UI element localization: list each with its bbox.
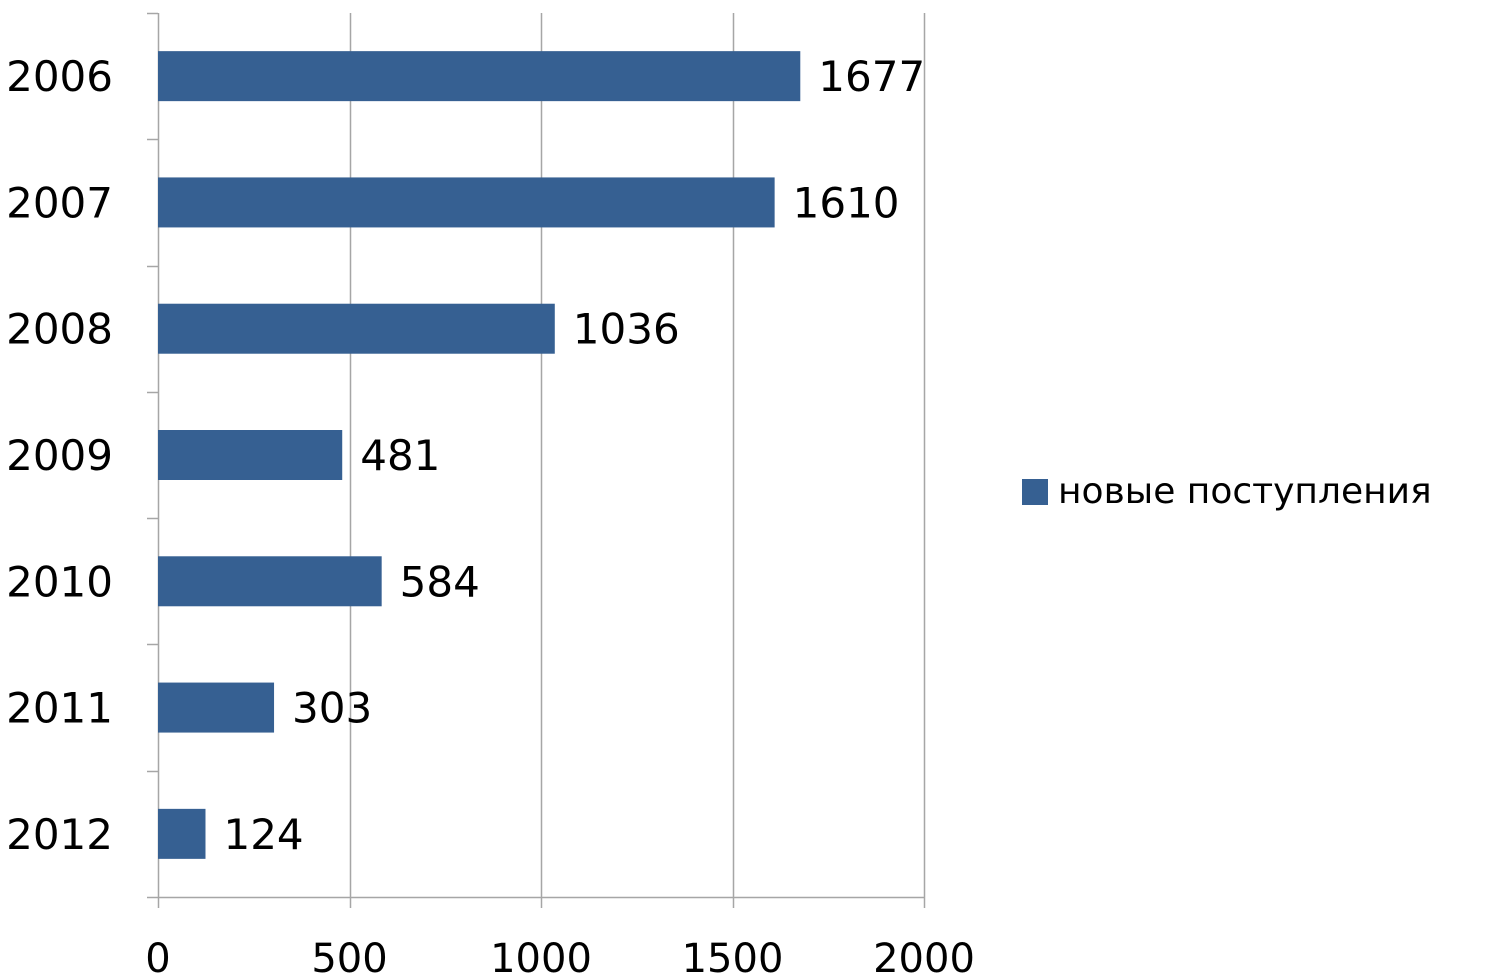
- bar-2007: [158, 177, 775, 228]
- category-label-2006: 2006: [6, 52, 113, 101]
- legend-label: новые поступления: [1058, 471, 1432, 512]
- bar-2012: [158, 808, 206, 859]
- gridlines: [349, 13, 926, 897]
- x-tick-label: 2000: [873, 936, 975, 977]
- data-label-2009: 481: [360, 431, 440, 480]
- category-label-2012: 2012: [6, 810, 113, 859]
- x-tick-label: 1000: [490, 936, 592, 977]
- bar-2008: [158, 303, 555, 354]
- data-label-2010: 584: [400, 557, 480, 606]
- category-label-2010: 2010: [6, 557, 113, 606]
- bar-2010: [158, 556, 382, 607]
- bar-2009: [158, 430, 343, 480]
- data-label-2008: 1036: [573, 305, 680, 354]
- bar-2006: [158, 51, 801, 102]
- category-label-2007: 2007: [6, 178, 113, 227]
- x-tick-labels: 0 500 1000 1500 2000: [145, 936, 975, 977]
- x-tick-label: 0: [145, 936, 170, 977]
- category-label-2011: 2011: [6, 684, 113, 733]
- legend: новые поступления: [1022, 474, 1432, 510]
- legend-swatch: [1022, 479, 1048, 505]
- x-tick-label: 1500: [682, 936, 784, 977]
- data-label-2012: 124: [223, 810, 303, 859]
- bars: [158, 51, 801, 859]
- data-label-2007: 1610: [793, 178, 900, 227]
- data-label-2011: 303: [292, 684, 372, 733]
- category-labels: 2006 2007 2008 2009 2010 2011 2012: [6, 52, 113, 859]
- bar-2011: [158, 682, 275, 733]
- data-labels: 1677 1610 1036 481 584 303 124: [223, 52, 925, 859]
- category-label-2008: 2008: [6, 305, 113, 354]
- category-label-2009: 2009: [6, 431, 113, 480]
- data-label-2006: 1677: [818, 52, 925, 101]
- x-tick-label: 500: [311, 936, 387, 977]
